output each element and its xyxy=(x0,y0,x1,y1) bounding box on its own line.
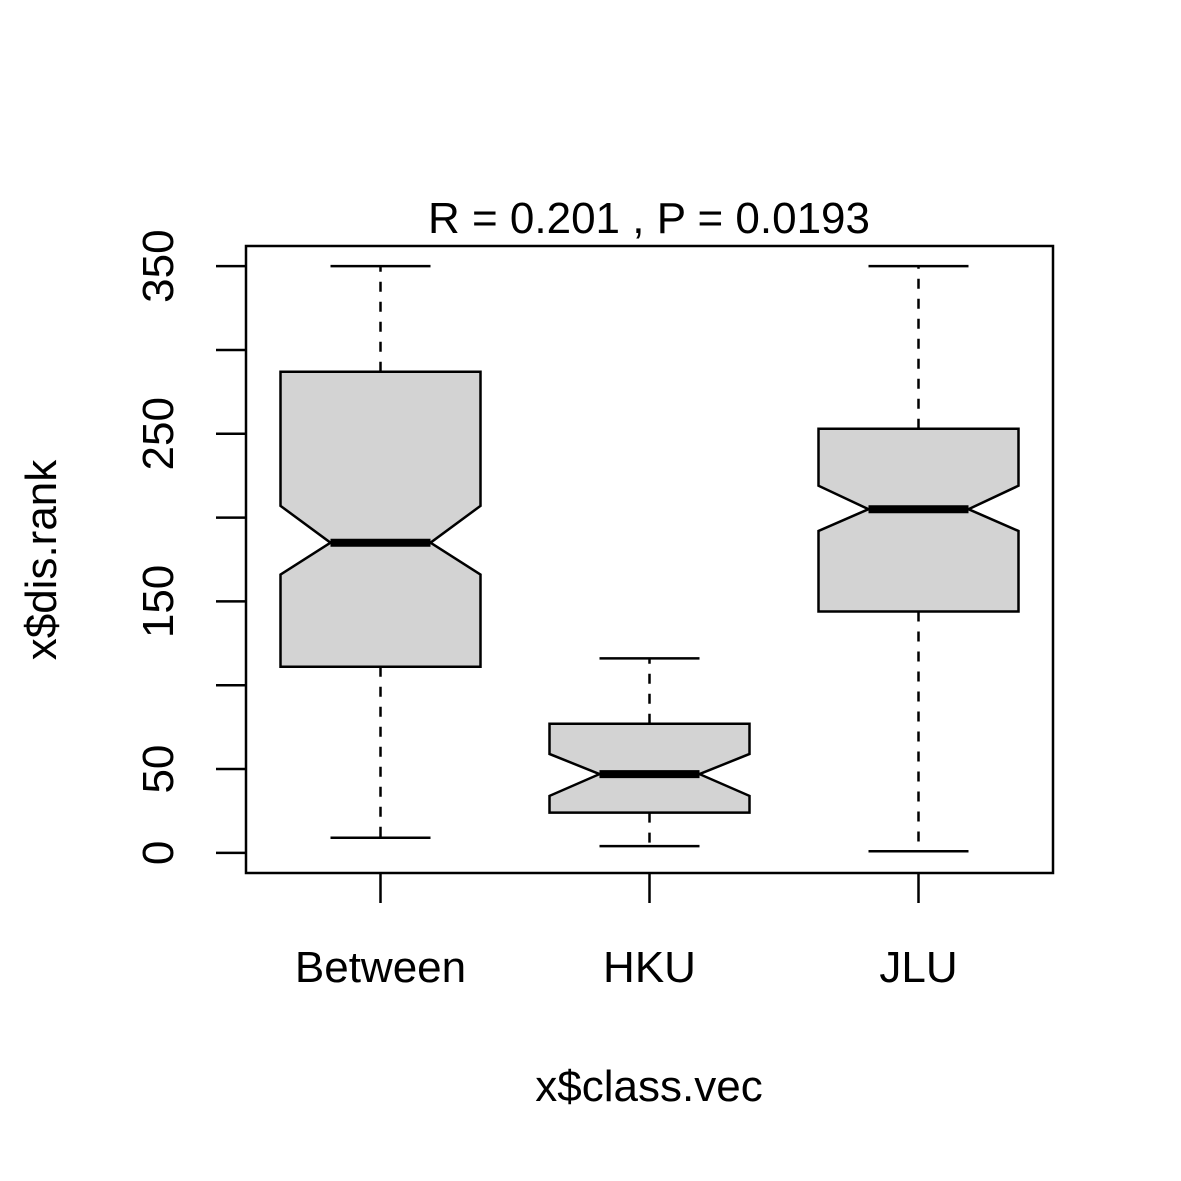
y-axis-label: x$dis.rank xyxy=(17,459,66,661)
y-tick-label: 0 xyxy=(134,841,183,865)
box-body xyxy=(548,722,751,814)
chart-title: R = 0.201 , P = 0.0193 xyxy=(428,194,870,243)
x-tick-label: JLU xyxy=(879,943,957,992)
box-group-jlu xyxy=(817,264,1020,853)
x-tick-label: HKU xyxy=(603,943,696,992)
y-tick-label: 350 xyxy=(134,229,183,302)
box-group-between xyxy=(279,264,482,840)
boxes-layer xyxy=(279,264,1020,853)
y-axis: 0 50 150 250 350 xyxy=(134,229,246,865)
y-tick-label: 50 xyxy=(134,745,183,794)
x-axis-label: x$class.vec xyxy=(535,1062,762,1111)
box-body xyxy=(817,427,1020,613)
y-tick-label: 250 xyxy=(134,397,183,470)
box-body xyxy=(279,370,482,669)
x-tick-label: Between xyxy=(295,943,466,992)
x-axis: Between HKU JLU xyxy=(295,873,958,992)
box-group-hku xyxy=(548,657,751,848)
y-tick-label: 150 xyxy=(134,565,183,638)
